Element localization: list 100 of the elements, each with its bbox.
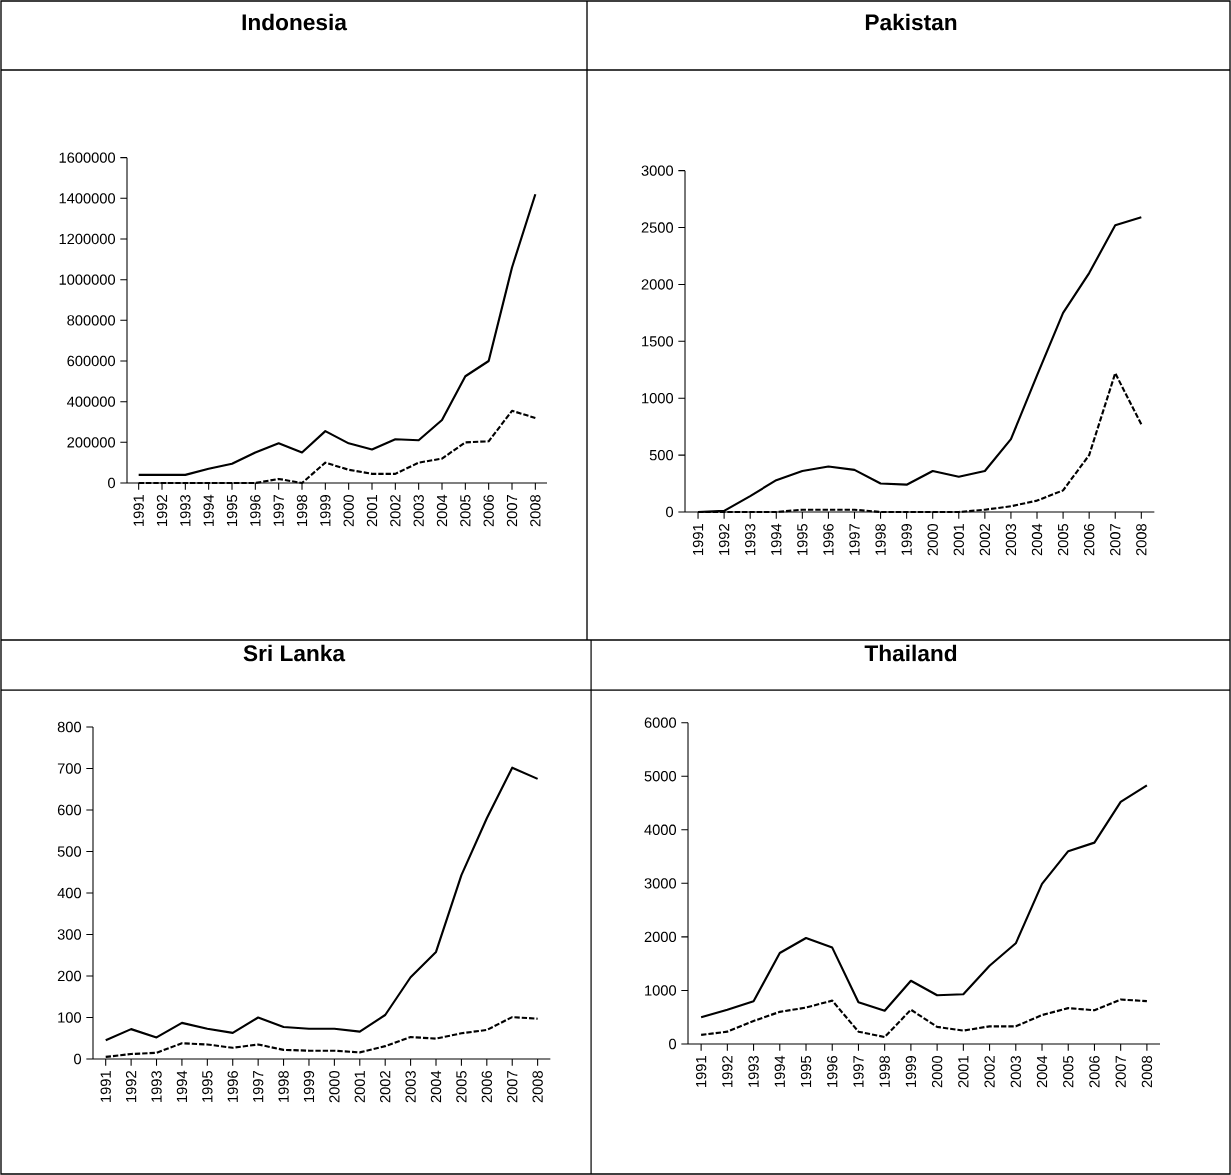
x-tick-label: 2005	[456, 1071, 467, 1103]
y-tick-label: 3000	[644, 878, 677, 889]
x-tick-label: 2002	[979, 524, 991, 556]
x-tick-label: 1996	[827, 1056, 838, 1087]
line-series	[700, 784, 1148, 1019]
x-tick-label: 2004	[436, 494, 448, 527]
x-tick-label: 2004	[1031, 523, 1043, 556]
x-tick-label: 1997	[252, 1071, 264, 1102]
y-tick-label: 1600000	[59, 152, 116, 163]
x-tick-label: 1995	[800, 1056, 812, 1087]
x-tick-label: 1991	[695, 1056, 707, 1087]
x-tick-label: 1993	[151, 1071, 162, 1102]
chart-title: Indonesia	[242, 13, 348, 31]
chart-title: Thailand	[864, 644, 957, 662]
x-tick-label: 2002	[380, 1071, 391, 1103]
y-tick-label: 0	[669, 1038, 677, 1050]
y-tick-label: 300	[57, 929, 82, 940]
x-tick-label: 2000	[329, 1070, 340, 1103]
x-tick-label: 2003	[1010, 1056, 1021, 1088]
x-tick-label: 2001	[958, 1056, 969, 1088]
x-tick-label: 1992	[722, 1056, 733, 1087]
x-tick-label: 1991	[133, 495, 144, 526]
x-tick-label: 1999	[320, 495, 331, 526]
x-tick-label: 2006	[483, 495, 494, 527]
x-tick-label: 2003	[1005, 524, 1017, 556]
y-tick-label: 600	[57, 804, 82, 816]
x-tick-label: 1999	[303, 1071, 315, 1102]
x-tick-label: 1992	[156, 495, 168, 526]
x-tick-label: 2002	[390, 495, 401, 527]
y-tick-label: 5000	[644, 771, 677, 782]
x-tick-label: 2007	[1115, 1056, 1126, 1088]
y-tick-label: 200000	[67, 437, 116, 448]
x-tick-label: 1995	[226, 495, 238, 526]
y-tick-label: 4000	[644, 824, 677, 835]
y-tick-label: 600000	[67, 355, 116, 367]
y-tick-label: 400	[57, 887, 82, 899]
x-tick-label: 1998	[875, 524, 886, 555]
x-tick-label: 2002	[984, 1056, 995, 1088]
x-tick-label: 2006	[1083, 524, 1095, 556]
x-tick-label: 2003	[405, 1071, 416, 1103]
y-tick-label: 3000	[641, 165, 674, 176]
y-tick-label: 0	[108, 477, 116, 489]
x-tick-label: 1996	[250, 495, 261, 526]
y-tick-label: 1000	[645, 985, 677, 996]
y-tick-label: 0	[74, 1053, 82, 1065]
y-tick-label: 1200000	[59, 233, 116, 245]
y-tick-label: 800	[57, 721, 82, 733]
x-tick-label: 2006	[1089, 1056, 1100, 1088]
x-tick-label: 2003	[413, 495, 424, 527]
y-tick-label: 2000	[641, 279, 674, 290]
x-tick-label: 2000	[343, 494, 354, 527]
x-tick-label: 1991	[100, 1071, 111, 1102]
y-tick-label: 1000	[642, 393, 674, 404]
x-tick-label: 2007	[507, 1071, 518, 1103]
x-tick-label: 1999	[905, 1056, 917, 1087]
y-tick-label: 700	[57, 763, 82, 774]
y-tick-label: 200	[57, 970, 82, 982]
x-tick-label: 1994	[176, 1070, 188, 1102]
y-tick-label: 6000	[644, 717, 677, 728]
x-tick-label: 2008	[1141, 1056, 1153, 1088]
line-series	[104, 766, 539, 1042]
x-tick-label: 1992	[718, 524, 730, 555]
x-tick-label: 2008	[530, 495, 541, 527]
line-series	[700, 998, 1148, 1039]
x-tick-label: 1998	[278, 1071, 289, 1102]
x-tick-label: 2005	[1063, 1056, 1074, 1088]
x-tick-label: 1993	[180, 495, 191, 526]
y-tick-label: 1500	[642, 336, 674, 347]
x-tick-label: 2006	[481, 1071, 493, 1103]
x-tick-label: 2000	[927, 523, 938, 556]
x-tick-label: 1995	[797, 524, 808, 555]
y-tick-label: 500	[57, 846, 82, 857]
x-tick-label: 1995	[202, 1071, 213, 1102]
x-tick-label: 1994	[203, 494, 214, 526]
x-tick-label: 2007	[506, 495, 518, 527]
x-tick-label: 2005	[1057, 524, 1069, 556]
x-tick-label: 1992	[125, 1071, 137, 1102]
x-tick-label: 2001	[354, 1071, 365, 1103]
x-tick-label: 1997	[273, 495, 284, 526]
x-tick-label: 1996	[227, 1071, 238, 1102]
x-tick-label: 2004	[1036, 1055, 1048, 1088]
x-tick-label: 1997	[853, 1056, 864, 1087]
x-tick-label: 2008	[1136, 524, 1147, 556]
y-tick-label: 400000	[67, 396, 116, 407]
x-tick-label: 1998	[296, 495, 308, 526]
x-tick-label: 2007	[1110, 524, 1121, 556]
y-tick-label: 2500	[641, 222, 674, 233]
x-tick-label: 2004	[430, 1070, 442, 1103]
x-tick-label: 1991	[692, 524, 704, 555]
chart-title: Sri Lanka	[243, 644, 346, 662]
x-tick-label: 1993	[745, 524, 756, 555]
x-tick-label: 2001	[366, 495, 378, 527]
x-tick-label: 1993	[748, 1056, 759, 1087]
y-tick-label: 1400000	[59, 193, 116, 204]
y-tick-label: 2000	[644, 931, 677, 943]
x-tick-label: 1998	[879, 1056, 890, 1087]
y-tick-label: 100	[58, 1012, 82, 1023]
y-tick-label: 1000000	[59, 274, 116, 285]
y-tick-label: 0	[666, 506, 674, 518]
x-tick-label: 2008	[532, 1071, 543, 1103]
